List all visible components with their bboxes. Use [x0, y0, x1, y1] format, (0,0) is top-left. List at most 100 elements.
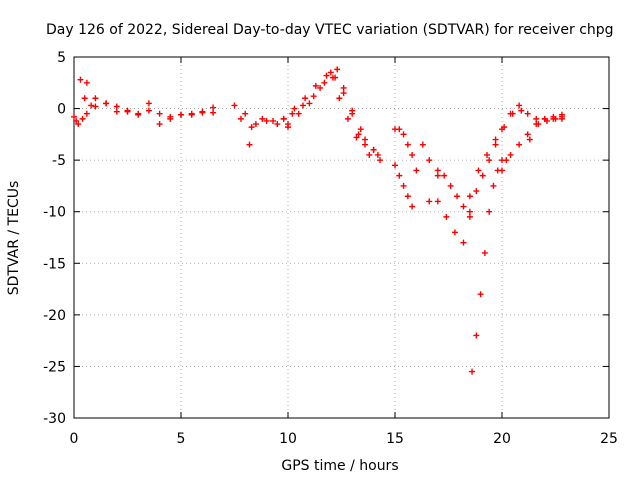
data-point	[83, 110, 90, 117]
data-point	[366, 151, 373, 158]
data-point	[492, 141, 499, 148]
data-point	[533, 115, 540, 122]
data-point	[434, 167, 441, 174]
data-point	[507, 151, 514, 158]
data-point	[466, 193, 473, 200]
data-point	[434, 172, 441, 179]
data-point	[434, 198, 441, 205]
data-point	[156, 121, 163, 128]
data-point	[396, 172, 403, 179]
data-point	[466, 213, 473, 220]
data-point	[92, 103, 99, 110]
data-point	[71, 113, 77, 120]
data-point	[312, 82, 319, 89]
data-point	[321, 79, 328, 86]
x-tick-label: 25	[600, 431, 618, 447]
data-point	[340, 90, 347, 97]
data-point	[270, 117, 277, 124]
data-point	[299, 102, 306, 109]
x-tick-label: 5	[177, 431, 186, 447]
data-point	[490, 182, 497, 189]
ticks: 0 5 10 15 20 25 5 0 -5 -10 -15 -20 -25 -30	[43, 50, 618, 447]
data-point	[156, 110, 163, 117]
data-point	[501, 124, 508, 131]
data-point	[550, 115, 557, 122]
data-point	[362, 136, 369, 143]
data-point	[362, 141, 369, 148]
data-point	[400, 182, 407, 189]
data-point	[332, 74, 339, 81]
data-point	[524, 110, 531, 117]
data-point	[374, 151, 381, 158]
data-point	[484, 151, 491, 158]
data-point	[426, 198, 433, 205]
data-point	[124, 108, 131, 115]
data-point	[492, 136, 499, 143]
data-point	[334, 66, 341, 73]
data-point	[486, 208, 493, 215]
data-point	[280, 115, 287, 122]
x-tick-label: 15	[386, 431, 404, 447]
data-point	[237, 115, 244, 122]
y-tick-label: 0	[57, 102, 66, 118]
data-point	[317, 84, 324, 91]
data-point	[460, 203, 467, 210]
data-point	[145, 100, 152, 107]
data-point	[310, 93, 317, 100]
data-point	[291, 105, 298, 112]
data-point	[460, 239, 467, 246]
data-point	[486, 157, 493, 164]
data-point	[355, 131, 362, 138]
data-point	[404, 141, 411, 148]
data-point	[167, 115, 174, 122]
data-point	[77, 76, 84, 83]
data-point	[426, 157, 433, 164]
data-point	[524, 131, 531, 138]
data-point	[323, 72, 330, 79]
data-point	[302, 95, 309, 102]
data-point	[447, 182, 454, 189]
data-point	[242, 110, 249, 117]
data-point	[259, 115, 266, 122]
x-axis-label: GPS time / hours	[281, 458, 398, 474]
plot-frame	[73, 56, 610, 419]
data-point	[409, 151, 416, 158]
x-tick-label: 10	[279, 431, 297, 447]
data-point	[469, 368, 476, 375]
data-point	[263, 117, 270, 124]
data-point	[475, 167, 482, 174]
data-point	[295, 110, 302, 117]
data-point	[441, 172, 448, 179]
data-point	[306, 100, 313, 107]
data-point	[73, 117, 80, 124]
data-point	[516, 141, 523, 148]
data-point	[178, 111, 184, 118]
data-point	[473, 332, 480, 339]
chart-title: Day 126 of 2022, Sidereal Day-to-day VTE…	[46, 22, 614, 38]
data-point	[336, 95, 343, 102]
data-point	[499, 167, 505, 174]
data-point	[344, 115, 351, 122]
data-point	[252, 121, 259, 128]
data-point	[473, 188, 480, 195]
data-point	[409, 203, 416, 210]
x-tick-label: 0	[70, 431, 79, 447]
data-point	[340, 84, 347, 91]
data-point	[396, 126, 403, 133]
data-point	[526, 136, 533, 143]
x-tick-label: 20	[493, 431, 511, 447]
y-tick-label: -20	[43, 308, 66, 324]
y-tick-label: -5	[52, 153, 66, 169]
data-point	[370, 146, 377, 153]
data-point	[419, 141, 426, 148]
data-point	[79, 115, 86, 122]
data-point	[246, 141, 253, 148]
data-point	[477, 291, 484, 298]
data-point	[274, 121, 281, 128]
data-point	[199, 109, 206, 116]
data-point	[353, 134, 360, 141]
data-point	[413, 167, 420, 174]
data-point	[466, 208, 473, 215]
data-point	[327, 69, 334, 76]
data-point	[285, 121, 291, 128]
